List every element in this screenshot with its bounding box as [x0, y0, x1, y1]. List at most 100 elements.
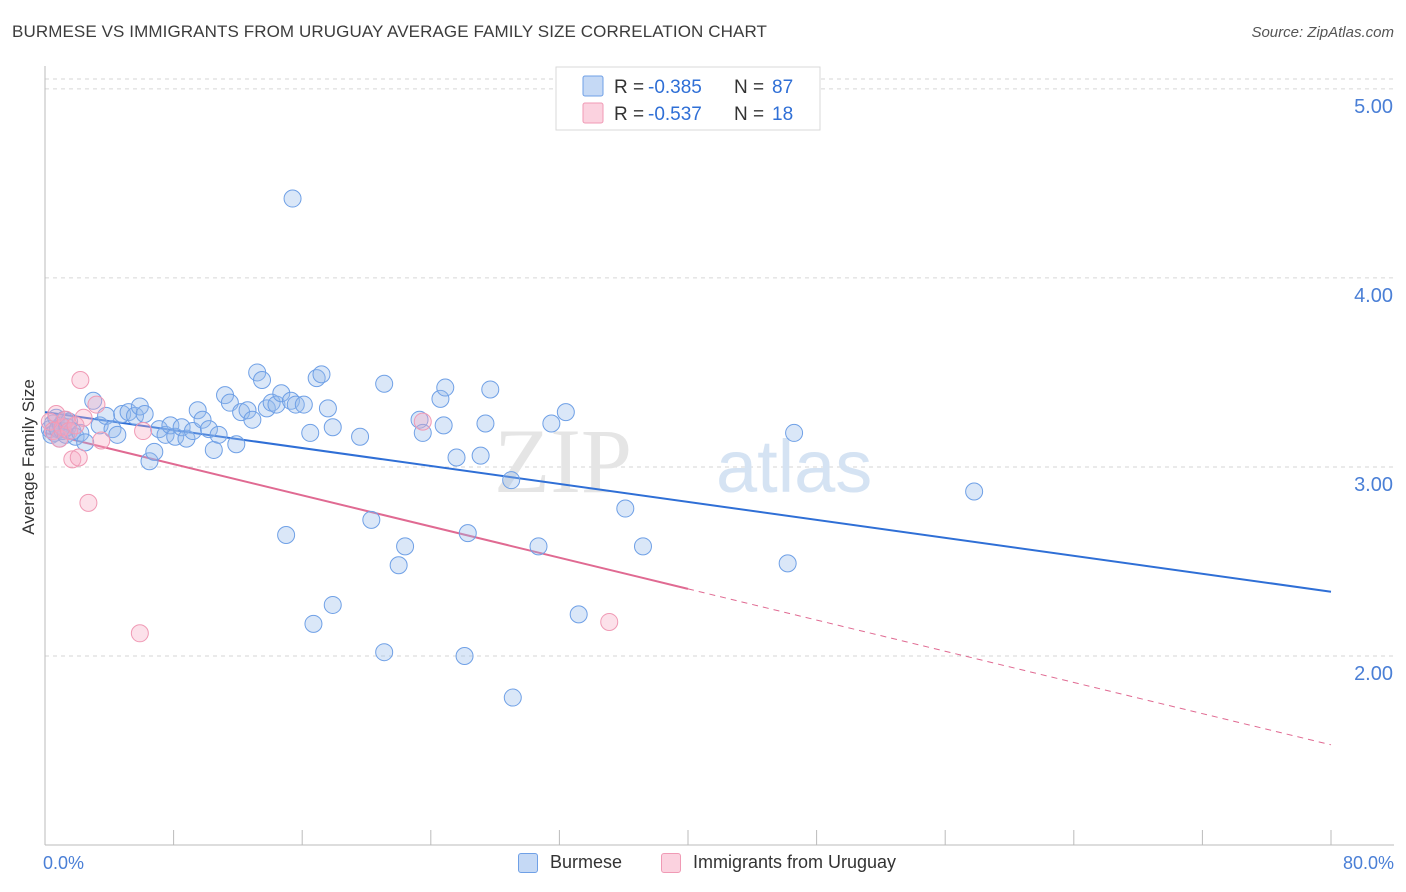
- point-burmese: [253, 371, 272, 389]
- data-points: [40, 189, 984, 707]
- point-burmese: [172, 418, 191, 437]
- watermark-atlas: atlas: [716, 425, 872, 508]
- legend-bottom: Burmese Immigrants from Uruguay: [0, 850, 1406, 880]
- point-burmese: [177, 429, 196, 448]
- y-tick-label: 2.00: [1354, 663, 1393, 685]
- point-burmese: [318, 399, 337, 418]
- point-uruguay: [50, 429, 69, 448]
- y-tick-label: 5.00: [1354, 96, 1393, 118]
- point-burmese: [778, 554, 797, 573]
- legend-label-uruguay: Immigrants from Uruguay: [693, 852, 897, 872]
- legend-n-label: N =: [734, 77, 764, 98]
- point-burmese: [140, 452, 159, 471]
- point-burmese: [188, 401, 207, 420]
- point-uruguay: [74, 408, 93, 427]
- legend-item-uruguay: Immigrants from Uruguay: [661, 852, 896, 873]
- point-uruguay: [44, 422, 63, 441]
- legend-label-burmese: Burmese: [550, 852, 623, 872]
- legend-top: R = -0.385 N = 87 R = -0.537 N = 18: [555, 66, 821, 131]
- x-tick-label: 0.0%: [43, 853, 84, 873]
- point-burmese: [471, 446, 490, 465]
- point-burmese: [436, 378, 455, 397]
- point-burmese: [556, 403, 575, 422]
- point-burmese: [145, 442, 164, 461]
- trend-line-burmese: [44, 411, 1332, 593]
- chart-title: BURMESE VS IMMIGRANTS FROM URUGUAY AVERA…: [12, 22, 768, 41]
- point-burmese: [375, 643, 394, 662]
- point-burmese: [209, 425, 228, 444]
- point-burmese: [323, 418, 342, 437]
- legend-r-label: R =: [614, 77, 644, 98]
- point-burmese: [193, 410, 212, 429]
- point-burmese: [103, 420, 122, 439]
- point-uruguay: [69, 448, 88, 467]
- point-burmese: [294, 395, 313, 414]
- point-burmese: [481, 380, 500, 399]
- point-uruguay: [47, 405, 66, 424]
- legend-n-label: N =: [734, 104, 764, 125]
- point-burmese: [301, 423, 320, 442]
- trend-line-uruguay-projection: [687, 588, 1332, 746]
- legend-swatch-burmese: [518, 852, 538, 873]
- point-uruguay: [56, 410, 75, 429]
- point-burmese: [458, 524, 477, 543]
- point-burmese: [965, 482, 984, 501]
- point-burmese: [785, 423, 804, 442]
- point-burmese: [633, 537, 652, 556]
- point-uruguay: [79, 493, 98, 512]
- trend-lines: [44, 411, 1332, 746]
- x-tick-label: 80.0%: [1343, 853, 1394, 873]
- point-burmese: [529, 537, 548, 556]
- legend-item-burmese: Burmese: [518, 852, 622, 873]
- point-burmese: [199, 420, 218, 439]
- point-burmese: [431, 389, 450, 408]
- point-uruguay: [71, 371, 90, 389]
- legend-swatch-uruguay: [661, 852, 681, 873]
- point-burmese: [389, 556, 408, 575]
- chart-source: Source: ZipAtlas.com: [1251, 24, 1394, 41]
- point-burmese: [502, 471, 521, 490]
- point-burmese: [277, 526, 296, 544]
- legend-r-value: -0.537: [648, 104, 702, 125]
- point-burmese: [616, 499, 635, 518]
- point-burmese: [569, 605, 588, 624]
- point-uruguay: [63, 450, 82, 469]
- point-burmese: [227, 435, 246, 454]
- y-tick-label: 4.00: [1354, 285, 1393, 307]
- point-burmese: [455, 646, 474, 665]
- legend-r-value: -0.385: [648, 77, 702, 98]
- point-burmese: [238, 401, 257, 420]
- legend-r-label: R =: [614, 104, 644, 125]
- point-burmese: [351, 427, 370, 446]
- point-burmese: [161, 416, 180, 435]
- grid-lines: [45, 78, 1394, 657]
- point-burmese: [476, 414, 495, 433]
- point-burmese: [257, 399, 276, 418]
- y-tick-label: 3.00: [1354, 474, 1393, 496]
- point-uruguay: [600, 612, 619, 631]
- y-axis-label: Average Family Size: [19, 379, 38, 535]
- point-burmese: [108, 425, 127, 444]
- point-burmese: [272, 384, 291, 403]
- point-burmese: [76, 433, 95, 452]
- point-burmese: [434, 416, 453, 435]
- point-burmese: [204, 440, 223, 459]
- point-burmese: [362, 510, 381, 529]
- point-burmese: [166, 427, 185, 446]
- point-burmese: [243, 410, 262, 429]
- point-uruguay: [134, 422, 153, 441]
- point-burmese: [542, 414, 561, 433]
- point-uruguay: [130, 624, 149, 643]
- watermark: ZIP atlas: [494, 410, 872, 512]
- point-uruguay: [413, 412, 432, 431]
- point-burmese: [323, 595, 342, 614]
- point-burmese: [135, 405, 154, 424]
- point-burmese: [304, 614, 323, 633]
- legend-n-value: 87: [772, 77, 793, 98]
- legend-swatch: [582, 75, 604, 97]
- axes: 2.00 3.00 4.00 5.00 0.0% 80.0%: [43, 66, 1394, 873]
- point-burmese: [312, 365, 331, 384]
- legend-n-value: 18: [772, 104, 793, 125]
- point-burmese: [396, 537, 415, 556]
